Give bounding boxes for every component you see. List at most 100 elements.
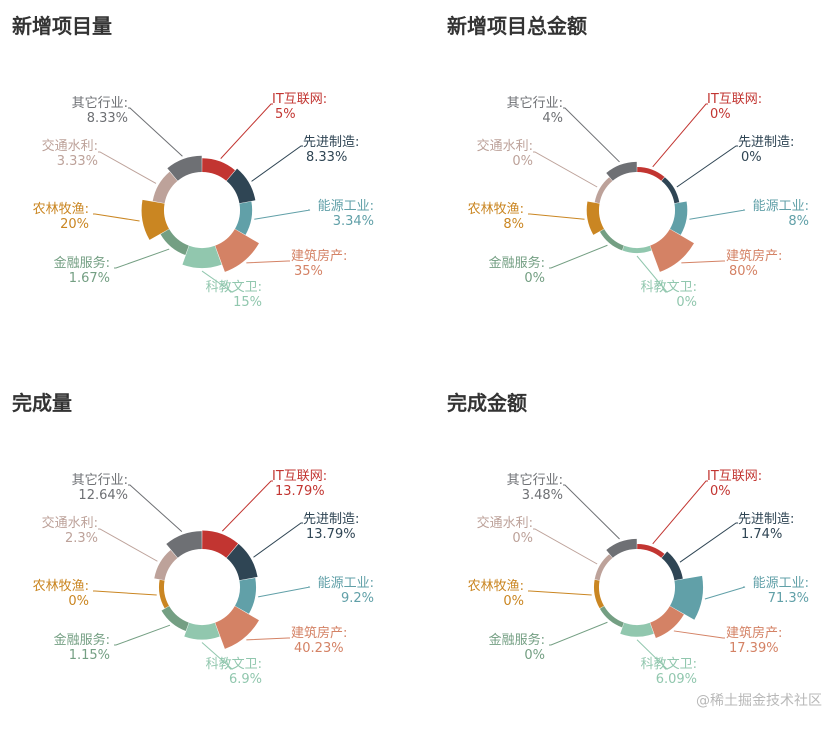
rose-sector-2[interactable] xyxy=(226,543,258,581)
value-label: 8.33% xyxy=(87,111,128,126)
rose-sector-1[interactable] xyxy=(637,544,665,558)
rose-sector-3[interactable] xyxy=(670,575,703,620)
value-label: 0% xyxy=(512,154,533,169)
category-label: 能源工业: xyxy=(318,199,374,214)
category-label: 建筑房产: xyxy=(291,625,347,641)
value-label: 13.79% xyxy=(306,527,356,542)
category-label: 科教文卫: xyxy=(641,279,697,295)
category-label: 建筑房产: xyxy=(291,248,347,264)
value-label: 0% xyxy=(503,594,524,609)
rose-sector-7[interactable] xyxy=(159,579,169,609)
chart-panel-new-projects: 新增项目量 IT互联网: 5% 先进制造: 8.33% 能源工业: 3.34% 建筑房产: 3… xyxy=(0,0,414,357)
leader-line xyxy=(528,590,592,596)
value-label: 0% xyxy=(68,594,89,609)
leader-line xyxy=(253,522,303,558)
rose-chart: IT互联网:0%先进制造:0%能源工业:8%建筑房产:80%科教文卫:0%金融服… xyxy=(468,92,809,310)
category-label: 建筑房产: xyxy=(726,625,782,641)
value-label: 3.34% xyxy=(333,214,374,229)
category-label: 其它行业: xyxy=(507,472,563,488)
watermark: @稀土掘金技术社区 xyxy=(696,693,822,709)
chart-title: 完成金额 xyxy=(447,391,527,415)
rose-sector-2[interactable] xyxy=(226,168,256,204)
rose-sector-9[interactable] xyxy=(166,531,202,558)
rose-sector-5[interactable] xyxy=(182,245,222,269)
leader-line xyxy=(201,642,234,670)
chart-title: 新增项目总金额 xyxy=(447,14,587,38)
value-label: 1.74% xyxy=(741,527,782,542)
category-label: IT互联网: xyxy=(707,92,762,107)
category-label: 交通水利: xyxy=(477,138,533,154)
rose-sector-6[interactable] xyxy=(161,606,189,631)
leader-line xyxy=(98,151,157,184)
leader-line xyxy=(533,151,598,188)
category-label: 交通水利: xyxy=(477,515,533,531)
value-label: 0% xyxy=(710,107,731,122)
rose-sector-7[interactable] xyxy=(586,201,604,235)
value-label: 0% xyxy=(524,271,545,286)
value-label: 80% xyxy=(729,264,758,279)
chart-panel-completed: 完成量 IT互联网: 13.79% 先进制造: 13.79% 能源工业: 9.2% 建筑房产… xyxy=(0,377,414,734)
category-label: 科教文卫: xyxy=(206,656,262,672)
leader-line xyxy=(128,484,183,533)
rose-sector-6[interactable] xyxy=(599,606,624,628)
rose-sector-9[interactable] xyxy=(167,155,202,181)
category-label: 交通水利: xyxy=(42,515,98,531)
category-label: 能源工业: xyxy=(318,576,374,591)
leader-line xyxy=(563,484,620,540)
rose-sector-6[interactable] xyxy=(160,229,189,256)
rose-sector-4[interactable] xyxy=(215,229,259,272)
value-label: 0% xyxy=(710,484,731,499)
rose-sector-3[interactable] xyxy=(235,577,256,614)
rose-sector-7[interactable] xyxy=(141,199,169,240)
value-label: 8% xyxy=(788,214,809,229)
leader-line xyxy=(689,209,746,220)
leader-line xyxy=(652,103,708,168)
category-label: 农林牧渔: xyxy=(468,579,524,594)
category-label: 金融服务: xyxy=(54,255,110,271)
leader-line xyxy=(563,107,620,163)
leader-line xyxy=(533,528,598,565)
leader-line xyxy=(704,586,746,600)
leader-line xyxy=(254,209,311,220)
rose-sector-1[interactable] xyxy=(202,158,236,181)
category-label: IT互联网: xyxy=(272,92,327,107)
rose-sector-4[interactable] xyxy=(650,606,684,638)
leader-line xyxy=(681,260,725,264)
category-label: 金融服务: xyxy=(489,255,545,271)
category-label: 其它行业: xyxy=(72,95,128,111)
rose-sector-5[interactable] xyxy=(184,622,220,640)
category-label: 交通水利: xyxy=(42,138,98,154)
value-label: 3.48% xyxy=(522,488,563,503)
rose-sector-5[interactable] xyxy=(620,622,654,637)
value-label: 3.33% xyxy=(57,154,98,169)
rose-sector-2[interactable] xyxy=(661,551,683,581)
rose-sector-3[interactable] xyxy=(670,201,688,235)
rose-sector-4[interactable] xyxy=(215,606,259,649)
rose-sector-6[interactable] xyxy=(599,229,624,251)
leader-line xyxy=(128,107,183,157)
value-label: 13.79% xyxy=(275,484,325,499)
rose-sector-8[interactable] xyxy=(152,171,178,204)
rose-sector-8[interactable] xyxy=(594,177,613,204)
value-label: 35% xyxy=(294,264,323,279)
leader-line xyxy=(652,480,708,545)
rose-sector-9[interactable] xyxy=(606,538,637,558)
value-label: 17.39% xyxy=(729,641,779,656)
value-label: 0% xyxy=(676,295,697,310)
rose-sector-4[interactable] xyxy=(650,229,694,272)
rose-sector-5[interactable] xyxy=(622,245,652,253)
rose-sector-1[interactable] xyxy=(637,167,665,181)
rose-sector-8[interactable] xyxy=(154,550,178,581)
rose-sector-8[interactable] xyxy=(594,554,613,581)
chart-panel-completed-amount: 完成金额 IT互联网: 0% 先进制造: 1.74% 能源工业: 71.3% 建筑房产: 17… xyxy=(435,377,828,734)
rose-sector-1[interactable] xyxy=(202,530,239,558)
rose-sector-3[interactable] xyxy=(235,201,253,235)
leader-line xyxy=(258,586,311,598)
rose-sector-2[interactable] xyxy=(661,177,680,204)
chart-title: 完成量 xyxy=(12,391,72,415)
rose-sector-7[interactable] xyxy=(594,579,604,609)
value-label: 4% xyxy=(542,111,563,126)
leader-line xyxy=(93,213,140,222)
rose-sector-9[interactable] xyxy=(606,161,637,181)
category-label: 科教文卫: xyxy=(206,279,262,295)
